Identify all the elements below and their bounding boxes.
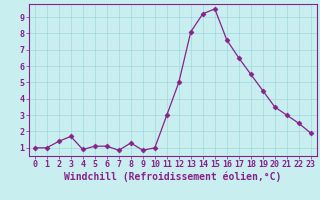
- X-axis label: Windchill (Refroidissement éolien,°C): Windchill (Refroidissement éolien,°C): [64, 172, 282, 182]
